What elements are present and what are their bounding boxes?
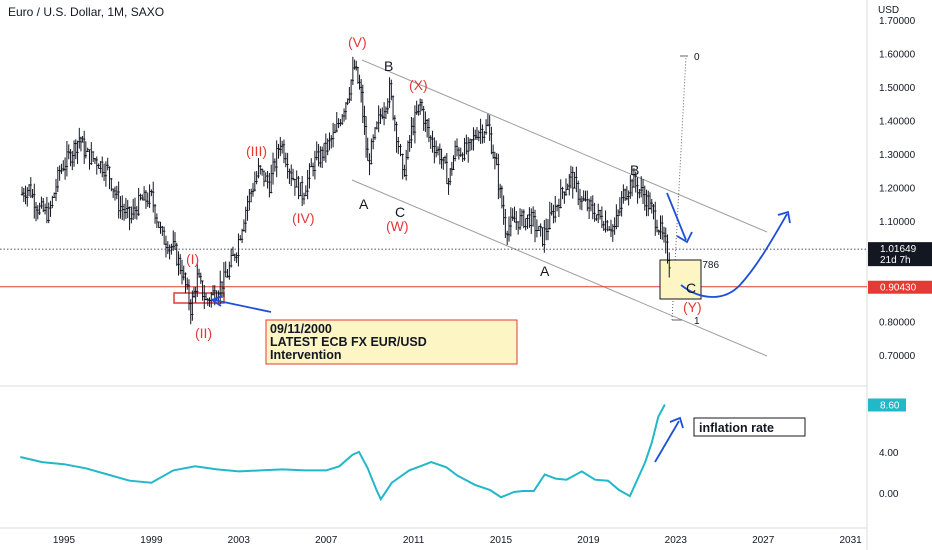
x-tick-5: 2015: [490, 535, 513, 546]
note-line-1: 09/11/2000: [270, 322, 332, 336]
y-tick-7: 1.40000: [879, 117, 916, 128]
intervention-arrow: [213, 299, 272, 313]
wave-label-v: (V): [348, 34, 367, 50]
x-tick-8: 2027: [752, 535, 775, 546]
x-tick-9: 2031: [839, 535, 862, 546]
countdown-label: 21d 7h: [880, 255, 911, 266]
note-line-2: LATEST ECB FX EUR/USD: [270, 335, 427, 349]
price-candles: [20, 56, 671, 325]
cpi-badge-bg: [868, 398, 906, 412]
fib-label-0: 0: [694, 52, 700, 63]
x-tick-labels: 1995 1999 2003 2007 2011 2015 2019 2023 2027 2031: [53, 535, 862, 546]
support-price-label: 0.90430: [880, 283, 917, 294]
inflation-label-group: inflation rate: [693, 417, 806, 437]
x-tick-0: 1995: [53, 535, 76, 546]
y-tick-5: 1.20000: [879, 184, 916, 195]
intervention-arrowhead: [210, 295, 223, 307]
x-tick-2: 2003: [228, 535, 251, 546]
wave-label-b1: B: [384, 58, 393, 74]
x-tick-6: 2019: [577, 535, 600, 546]
wave-label-iv: (IV): [292, 210, 315, 226]
wave-label-w: (W): [386, 218, 409, 234]
cpi-last-label: 8.60: [880, 400, 900, 411]
wave-label-y: (Y): [683, 299, 702, 315]
intervention-note: 09/11/2000 LATEST ECB FX EUR/USD Interve…: [265, 319, 518, 365]
wave-labels: (V) (III) (IV) (I) (II) (X) (W) (Y) B A …: [186, 34, 702, 341]
forecast-down-arrow: [666, 192, 687, 241]
fib-vertical-line: [671, 55, 687, 321]
fib-label-786: 0.786: [694, 260, 719, 271]
wave-label-a2: A: [540, 263, 550, 279]
support-badge-bg: [868, 280, 932, 294]
inflation-label-box: [693, 417, 806, 437]
fib-label-1: 1: [694, 316, 700, 327]
x-tick-4: 2011: [403, 535, 425, 546]
inflation-arrow: [654, 420, 680, 463]
y-tick-0: 0.70000: [879, 351, 916, 362]
inflation-label: inflation rate: [699, 421, 774, 435]
channel-lower-line: [351, 179, 768, 357]
last-price-label: 1.01649: [880, 244, 917, 255]
wave-label-iii: (III): [246, 143, 267, 159]
forecast-up-arrowhead: [777, 210, 791, 224]
x-tick-3: 2007: [315, 535, 338, 546]
y-tick-10: 1.70000: [879, 16, 916, 27]
wave-label-c1: C: [395, 204, 405, 220]
wave-label-a1: A: [359, 196, 369, 212]
x-tick-1: 1999: [140, 535, 163, 546]
channel-upper-line: [361, 59, 768, 233]
y-tick-9: 1.60000: [879, 50, 916, 61]
forecast-down-arrowhead: [676, 231, 693, 244]
cpi-tick-0: 0.00: [879, 489, 899, 500]
forecast-up-arrow: [680, 213, 788, 298]
last-price-badge: 1.01649 21d 7h: [868, 242, 932, 267]
intervention-box: [173, 292, 225, 304]
wave-label-x: (X): [409, 77, 428, 93]
wave-label-i: (I): [186, 251, 199, 267]
y-tick-4: 1.10000: [879, 217, 916, 228]
wave-label-ii: (II): [195, 325, 212, 341]
wave-label-b2: B: [630, 162, 639, 178]
last-price-badge-bg: [868, 242, 932, 267]
cpi-line: [20, 404, 666, 502]
support-price-badge: 0.90430: [868, 280, 932, 294]
note-box: [265, 319, 518, 365]
x-tick-7: 2023: [665, 535, 688, 546]
cpi-tick-labels: 0.00 4.00: [879, 448, 899, 500]
wave-label-c2: C: [686, 280, 696, 296]
y-tick-8: 1.50000: [879, 83, 916, 94]
blue-arrows: [210, 192, 791, 463]
inflation-arrowhead: [669, 416, 684, 429]
y-axis-label: USD: [878, 5, 899, 16]
note-line-3: Intervention: [270, 348, 342, 362]
y-tick-labels: 0.700000.800000.900001.000001.100001.200…: [879, 16, 916, 362]
chart-title: Euro / U.S. Dollar, 1M, SAXO: [8, 5, 165, 19]
y-tick-1: 0.80000: [879, 318, 916, 329]
cpi-tick-1: 4.00: [879, 448, 899, 459]
y-tick-6: 1.30000: [879, 150, 916, 161]
cpi-last-badge: 8.60: [868, 398, 906, 412]
